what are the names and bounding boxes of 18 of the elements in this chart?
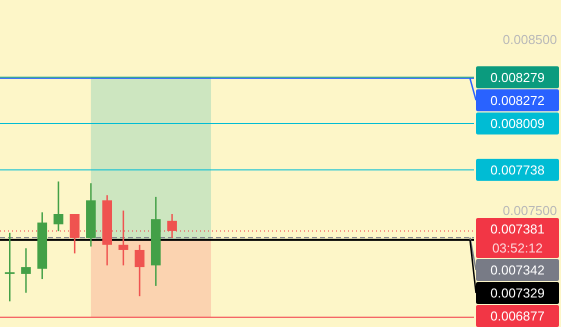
candlestick	[118, 210, 128, 266]
y-tick-label: 0.007500	[502, 203, 557, 218]
text: 03:52:12	[492, 240, 543, 256]
ref-line-label: 0.007329	[490, 286, 545, 301]
ref-line-label: 0.008272	[490, 92, 545, 108]
candlestick	[21, 247, 31, 294]
ref-line-label: 0.008279	[490, 70, 545, 85]
ref-line-label: 0.008009	[490, 116, 545, 131]
ref-line-label: 0.007738	[490, 162, 545, 178]
candlestick	[167, 213, 177, 239]
ref-line-label: 0.007342	[490, 262, 545, 278]
candlestick	[54, 180, 64, 232]
y-tick-label: 0.008500	[502, 32, 557, 47]
candlestick	[70, 213, 80, 254]
ref-line-label: 0.006877	[490, 308, 545, 324]
ref-line-label: 0.007381	[490, 222, 545, 237]
candlestick	[134, 244, 144, 297]
candlestick	[4, 232, 15, 302]
